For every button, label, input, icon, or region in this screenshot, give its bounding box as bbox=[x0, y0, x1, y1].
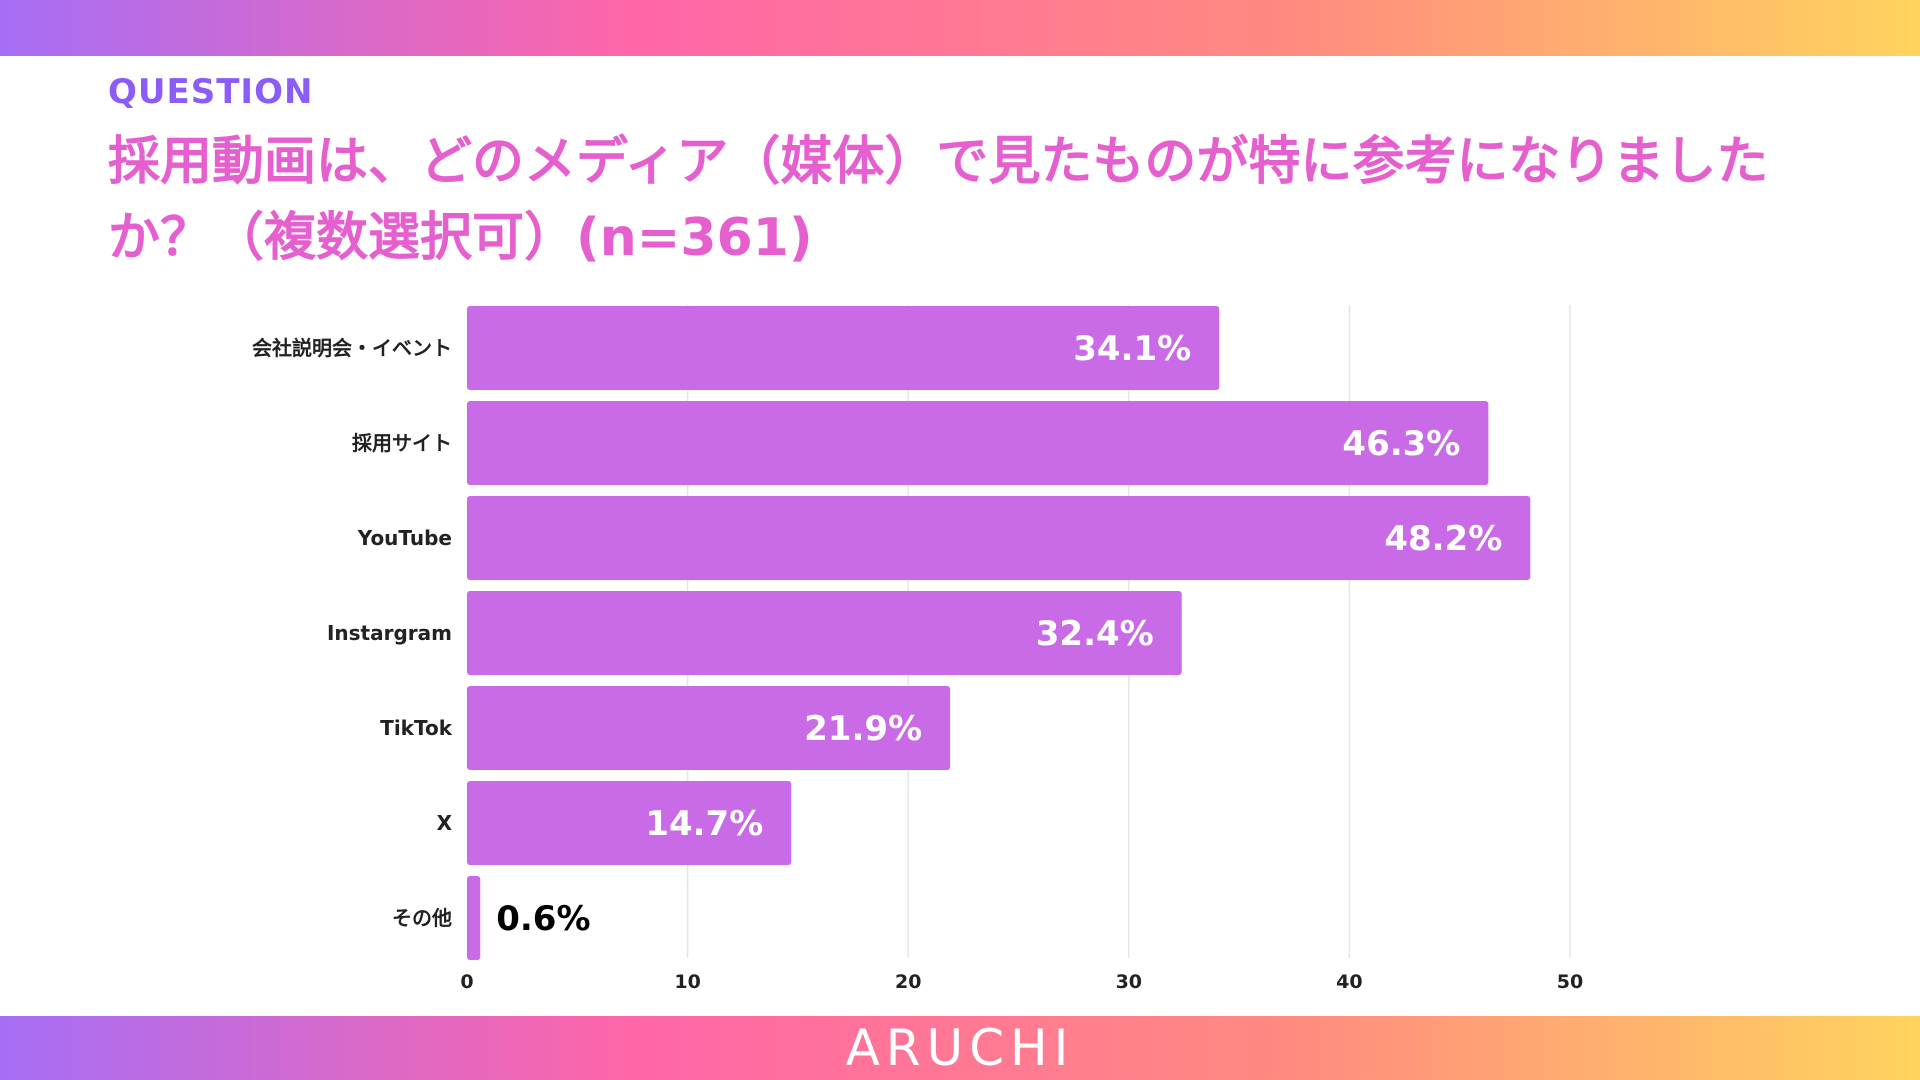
bar bbox=[467, 591, 1182, 675]
category-label: 採用サイト bbox=[352, 431, 452, 455]
data-label: 32.4% bbox=[1036, 614, 1154, 654]
category-label: YouTube bbox=[357, 526, 452, 550]
x-tick-label: 20 bbox=[895, 971, 921, 993]
x-tick-label: 10 bbox=[674, 971, 700, 993]
data-label: 48.2% bbox=[1384, 519, 1502, 559]
x-axis-ticks: 0 10 20 30 40 50 bbox=[460, 971, 1583, 993]
data-label: 21.9% bbox=[804, 709, 922, 749]
data-label: 14.7% bbox=[645, 804, 763, 844]
question-label: QUESTION bbox=[108, 72, 314, 112]
bar bbox=[467, 781, 792, 865]
category-label: TikTok bbox=[380, 716, 453, 740]
brand-logo: ARUCHI bbox=[845, 1019, 1075, 1077]
x-tick-label: 0 bbox=[460, 971, 473, 993]
bar bbox=[467, 876, 481, 960]
category-label: その他 bbox=[392, 906, 452, 930]
bar bbox=[467, 496, 1531, 580]
category-label: X bbox=[437, 811, 453, 835]
category-label: 会社説明会・イベント bbox=[252, 336, 452, 360]
page-title: 採用動画は、どのメディア（媒体）で見たものが特に参考になりましたか？（複数選択可… bbox=[108, 132, 1769, 268]
data-label: 46.3% bbox=[1342, 424, 1460, 464]
bars bbox=[467, 306, 1531, 960]
top-gradient-band bbox=[0, 0, 1920, 56]
data-label: 34.1% bbox=[1073, 329, 1191, 369]
bar bbox=[467, 401, 1489, 485]
data-label: 0.6% bbox=[496, 899, 590, 939]
bar bbox=[467, 306, 1220, 390]
x-tick-label: 30 bbox=[1116, 971, 1142, 993]
category-label: Instargram bbox=[327, 621, 452, 645]
bar bbox=[467, 686, 951, 770]
data-labels: 34.1% 46.3% 48.2% 32.4% 21.9% 14.7% 0.6% bbox=[496, 329, 1502, 939]
x-tick-label: 50 bbox=[1557, 971, 1583, 993]
x-tick-label: 40 bbox=[1336, 971, 1362, 993]
bottom-gradient-band: ARUCHI bbox=[0, 1016, 1920, 1080]
